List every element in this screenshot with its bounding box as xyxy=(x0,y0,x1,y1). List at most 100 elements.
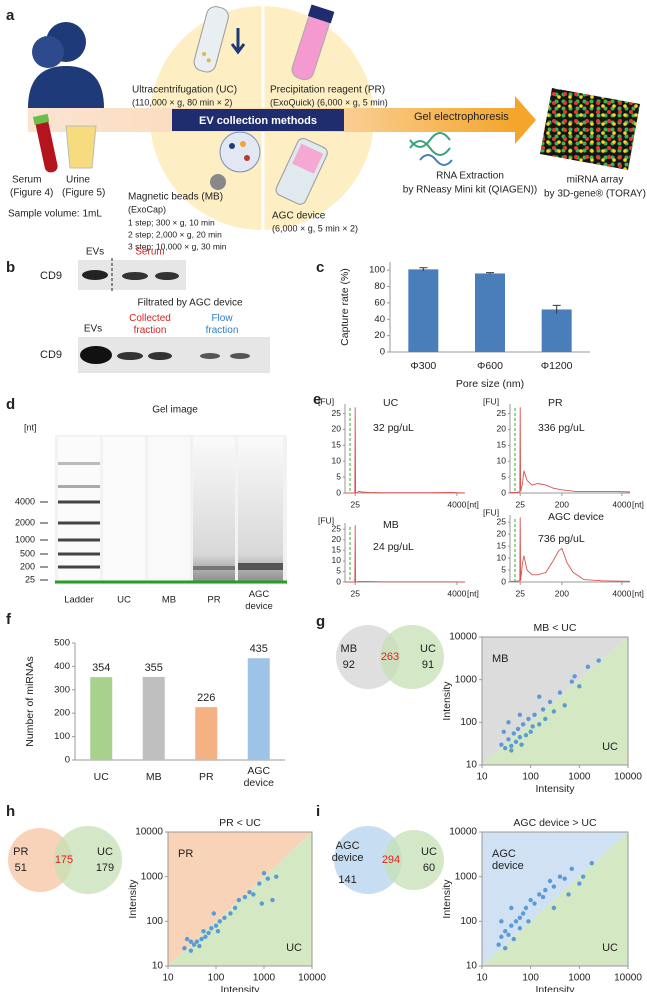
x-tick-label: 1000 xyxy=(568,772,591,783)
y-tick-label: 5 xyxy=(501,564,506,574)
method-title: EV collection methods xyxy=(199,115,317,127)
point xyxy=(217,919,223,924)
label: (Figure 5) xyxy=(62,188,105,199)
band xyxy=(117,352,143,360)
y-tick-label: 0 xyxy=(65,755,70,766)
y-axis-label: Capture rate (%) xyxy=(339,268,351,346)
filter xyxy=(292,143,324,174)
point xyxy=(519,742,524,747)
bar xyxy=(195,707,218,760)
x-tick-label: AGC device xyxy=(244,765,275,789)
y-tick-label: 25 xyxy=(497,408,507,418)
point xyxy=(569,866,574,872)
label: (Figure 4) xyxy=(10,188,53,199)
point xyxy=(532,901,537,906)
label: (ExoQuick) (6,000 × g, 5 min) xyxy=(270,97,388,107)
point xyxy=(543,716,548,722)
lane xyxy=(238,437,283,583)
y-tick-label: 10 xyxy=(332,455,342,465)
label: 60 xyxy=(423,862,435,874)
frame xyxy=(481,636,629,766)
panel-letter: e xyxy=(313,391,321,408)
point xyxy=(501,729,506,734)
y-tick-label: 100 xyxy=(146,916,163,927)
y-tick-label: 20 xyxy=(497,424,507,434)
point xyxy=(517,926,523,931)
lane xyxy=(103,437,145,583)
value-label: 354 xyxy=(92,662,110,674)
x-tick-label: Φ600 xyxy=(477,360,503,372)
trace xyxy=(510,517,631,582)
label: MB xyxy=(341,643,358,655)
x-tick-label: 25 xyxy=(515,588,525,598)
point xyxy=(517,734,523,740)
point xyxy=(503,745,508,751)
y-tick-label: 20 xyxy=(374,330,385,341)
arrow-head xyxy=(515,96,536,144)
y-tick-label: 0 xyxy=(501,576,506,586)
label: MB xyxy=(162,595,176,606)
point xyxy=(509,905,514,911)
y-tick-label: 5 xyxy=(336,471,341,481)
band xyxy=(200,353,220,359)
point xyxy=(261,870,267,876)
method-box xyxy=(172,109,344,131)
panel-letter: b xyxy=(6,259,15,276)
point xyxy=(551,884,557,889)
point xyxy=(551,905,557,911)
lane xyxy=(58,437,100,583)
point xyxy=(509,748,514,753)
point xyxy=(532,712,537,718)
y-tick-label: 25 xyxy=(332,524,342,534)
label: miRNA array xyxy=(567,175,624,186)
concentration: 24 pg/uL xyxy=(373,541,414,553)
ladder-band xyxy=(58,538,100,542)
point xyxy=(547,878,553,884)
y-tick-label: 10000 xyxy=(449,827,477,838)
y-tick-label: 10 xyxy=(466,760,478,771)
point xyxy=(506,720,511,725)
label: EVs xyxy=(86,247,104,258)
region-label: UC xyxy=(286,942,302,954)
y-tick-label: 1000 xyxy=(141,871,164,882)
concentration: 336 pg/uL xyxy=(538,422,585,434)
trace xyxy=(510,407,631,493)
concentration: 736 pg/uL xyxy=(538,533,585,545)
label: [FU] xyxy=(483,507,499,517)
band xyxy=(122,272,148,280)
value-label: 226 xyxy=(197,692,215,704)
label: CD9 xyxy=(40,349,62,361)
label: 51 xyxy=(15,862,27,874)
point xyxy=(236,897,242,903)
label: Serum xyxy=(12,175,41,186)
point xyxy=(247,889,252,895)
region-label: AGC device xyxy=(492,848,524,872)
point xyxy=(197,943,202,949)
x-tick-label: 200 xyxy=(555,588,569,598)
point xyxy=(188,948,194,953)
label: (ExoCap) xyxy=(128,204,166,214)
value-label: 435 xyxy=(250,643,268,655)
label: AGC device xyxy=(272,211,326,222)
point xyxy=(537,694,542,699)
point xyxy=(517,712,523,718)
label: Sample volume: 1mL xyxy=(8,209,102,220)
point xyxy=(511,936,516,942)
point xyxy=(526,716,531,722)
point xyxy=(523,905,529,911)
x-axis-label: Intensity xyxy=(220,984,260,992)
point xyxy=(274,874,279,879)
y-tick-label: 500 xyxy=(54,638,70,649)
lower-region xyxy=(482,637,628,765)
y-tick-label: 80 xyxy=(374,281,385,292)
point xyxy=(572,674,577,679)
y-tick-label: 10 xyxy=(152,961,164,972)
x-tick-label: 4000 xyxy=(447,499,466,509)
point xyxy=(201,929,206,934)
plot-title: MB xyxy=(383,519,399,531)
point xyxy=(213,923,219,928)
x-tick-label: 4000 xyxy=(447,588,466,598)
point xyxy=(528,897,533,903)
